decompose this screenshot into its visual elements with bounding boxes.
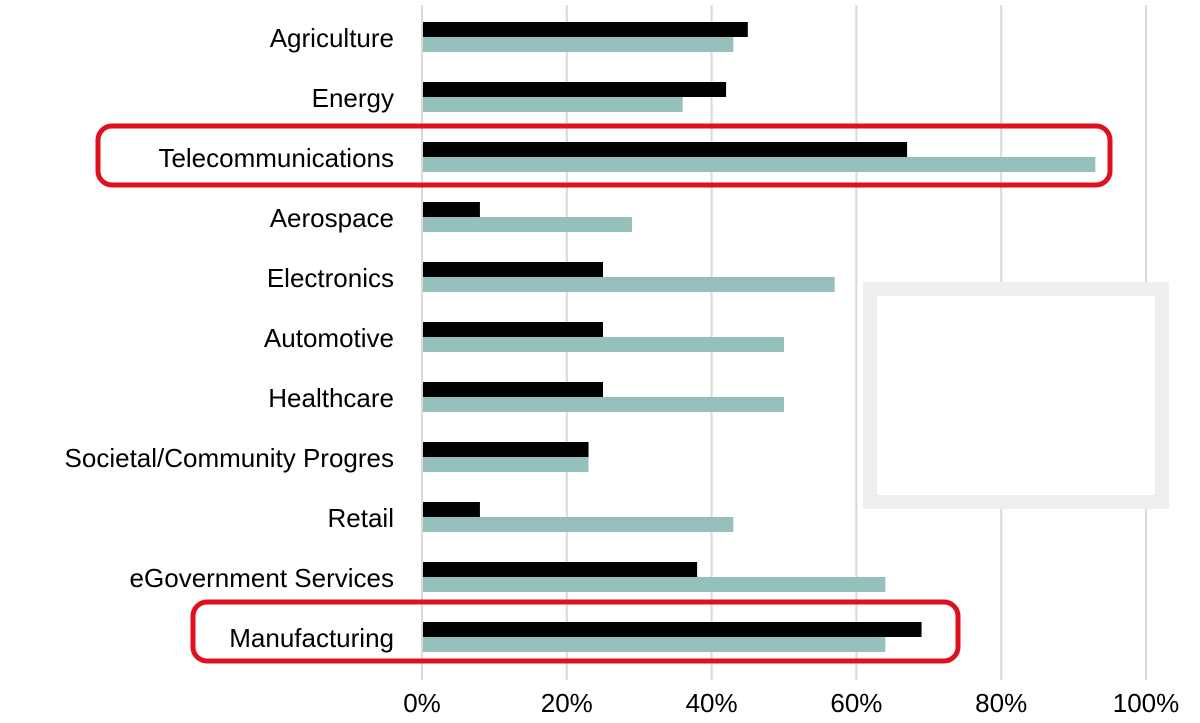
bar-series1 [422, 622, 922, 637]
category-label: Manufacturing [229, 623, 394, 653]
category-label: Healthcare [268, 383, 394, 413]
bar-series2 [422, 517, 734, 532]
category-label: Energy [312, 83, 394, 113]
bar-series2 [422, 97, 683, 112]
bar-series2 [422, 577, 886, 592]
bar-series1 [422, 382, 603, 397]
bar-series2 [422, 397, 784, 412]
bar-series2 [422, 37, 734, 52]
bar-series2 [422, 337, 784, 352]
x-tick-label: 0% [403, 688, 441, 718]
bar-series1 [422, 262, 603, 277]
bar-series1 [422, 202, 480, 217]
category-label: Telecommunications [158, 143, 394, 173]
x-tick-label: 40% [686, 688, 738, 718]
category-label: Automotive [264, 323, 394, 353]
highlight-box [190, 599, 961, 664]
bar-series1 [422, 502, 480, 517]
category-label: Agriculture [270, 23, 394, 53]
bar-series1 [422, 82, 727, 97]
category-label: Electronics [267, 263, 394, 293]
category-label: eGovernment Services [130, 563, 394, 593]
x-tick-label: 80% [975, 688, 1027, 718]
x-tick-label: 20% [541, 688, 593, 718]
bar-series2 [422, 637, 886, 652]
bar-series1 [422, 322, 603, 337]
category-label: Societal/Community Progres [65, 443, 394, 473]
category-label: Retail [328, 503, 394, 533]
bar-series1 [422, 22, 748, 37]
bar-series2 [422, 217, 632, 232]
bar-series2 [422, 157, 1096, 172]
legend-box [863, 282, 1169, 509]
bar-series2 [422, 277, 835, 292]
bar-series1 [422, 142, 908, 157]
x-tick-label: 60% [830, 688, 882, 718]
bar-series2 [422, 457, 589, 472]
x-tick-label: 100% [1113, 688, 1180, 718]
bar-series1 [422, 442, 589, 457]
category-label: Aerospace [270, 203, 394, 233]
highlight-box [95, 123, 1113, 188]
bar-series1 [422, 562, 698, 577]
